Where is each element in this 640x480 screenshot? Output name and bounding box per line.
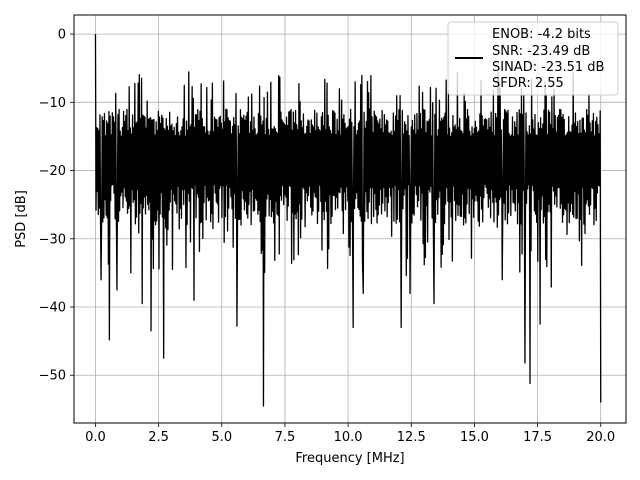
x-tick-label: 20.0	[586, 430, 615, 445]
x-tick-label: 10.0	[334, 430, 363, 445]
x-tick-label: 5.0	[211, 430, 232, 445]
x-axis-ticks: 0.0 2.5 5.0 7.5 10.0 12.5 15.0 17.5 20.0	[85, 423, 615, 445]
x-tick-label: 17.5	[523, 430, 552, 445]
y-axis-ticks: 0 −10 −20 −30 −40 −50	[39, 28, 74, 384]
legend-line-4: SFDR: 2.55	[492, 76, 564, 91]
series-group	[94, 34, 602, 407]
legend-line-3: SINAD: -23.51 dB	[492, 60, 604, 75]
x-tick-label: 0.0	[85, 430, 106, 445]
legend: ENOB: -4.2 bits SNR: -23.49 dB SINAD: -2…	[447, 21, 619, 96]
legend-box	[447, 21, 619, 96]
y-tick-label: 0	[58, 28, 66, 43]
x-tick-label: 7.5	[275, 430, 296, 445]
x-axis-label: Frequency [MHz]	[295, 451, 404, 466]
y-tick-label: −40	[39, 301, 66, 316]
plot-frame	[73, 14, 627, 424]
y-tick-label: −50	[39, 369, 66, 384]
y-tick-label: −20	[39, 164, 66, 179]
x-tick-label: 15.0	[460, 430, 489, 445]
x-tick-label: 12.5	[397, 430, 426, 445]
legend-line-2: SNR: -23.49 dB	[492, 44, 590, 59]
legend-line-1: ENOB: -4.2 bits	[492, 27, 591, 42]
y-tick-label: −10	[39, 96, 66, 111]
y-axis-label: PSD [dB]	[14, 190, 29, 248]
psd-series-line	[94, 34, 602, 407]
x-tick-label: 2.5	[148, 430, 169, 445]
y-tick-label: −30	[39, 232, 66, 247]
